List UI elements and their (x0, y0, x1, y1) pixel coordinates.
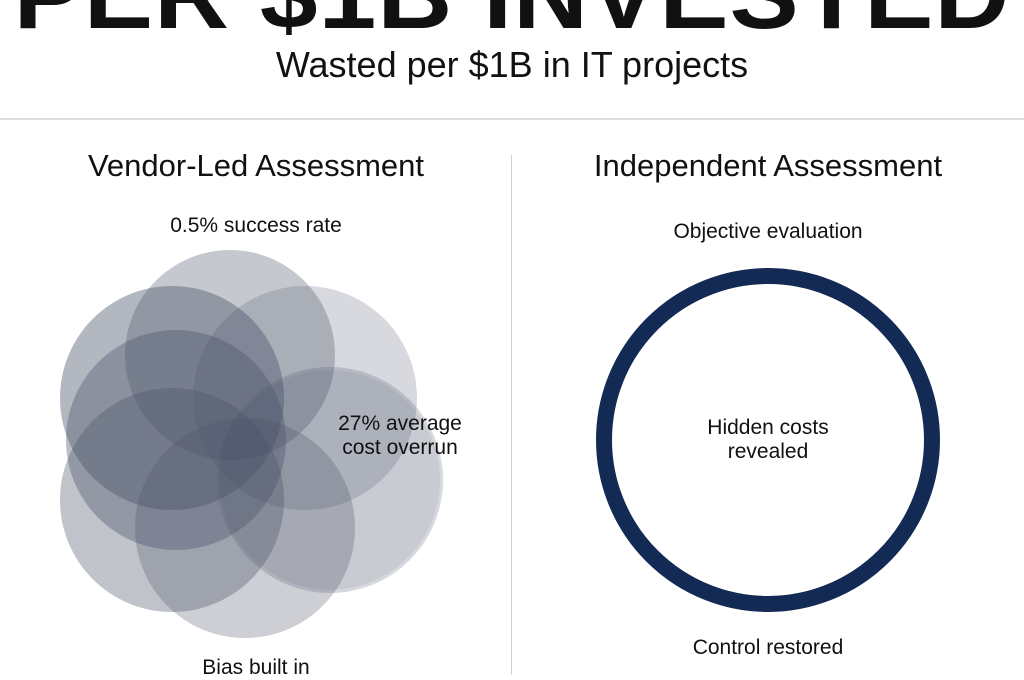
bias-label: Bias built in (202, 656, 310, 679)
overlap-circle (135, 418, 355, 638)
overlap-circle (220, 370, 440, 590)
overlap-circle (193, 286, 417, 510)
overlap-circle (66, 330, 286, 550)
horizontal-divider (0, 118, 1024, 120)
cost-overrun-line2: cost overrun (342, 436, 458, 459)
independent-ring (596, 268, 940, 612)
cost-overrun-line1: 27% average (338, 412, 462, 435)
vendor-heading: Vendor-Led Assessment (87, 148, 425, 183)
overlap-circle (217, 367, 443, 593)
overlap-circle (125, 250, 335, 460)
subtitle: Wasted per $1B in IT projects (275, 44, 749, 85)
overlap-circle (60, 388, 284, 612)
hidden-costs-line1: Hidden costs (707, 416, 829, 439)
cost-overrun-label: 27% average cost overrun (320, 412, 480, 460)
overlap-circle (60, 286, 284, 510)
hidden-costs-line2: revealed (727, 440, 809, 463)
vertical-divider (511, 155, 512, 675)
hidden-costs-label: Hidden costs revealed (668, 416, 868, 464)
overlapping-circles (60, 250, 443, 638)
success-rate-label: 0.5% success rate (170, 214, 342, 237)
control-label: Control restored (692, 636, 844, 659)
objective-label: Objective evaluation (673, 220, 863, 243)
main-title: PER $1B INVESTED (0, 0, 1024, 44)
independent-heading: Independent Assessment (593, 148, 943, 183)
